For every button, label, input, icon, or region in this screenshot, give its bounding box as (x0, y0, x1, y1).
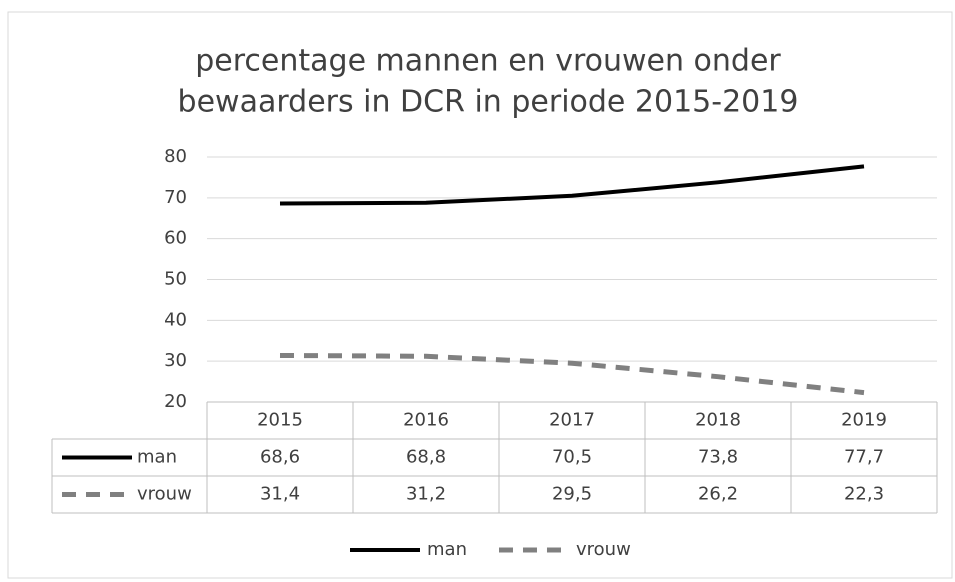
table-cell: 68,6 (260, 447, 300, 468)
table-cell: 70,5 (552, 447, 592, 468)
table-cell: 77,7 (844, 447, 884, 468)
table-cell: 68,8 (406, 447, 446, 468)
y-tick-label: 70 (164, 187, 187, 208)
x-tick-label: 2017 (549, 410, 595, 431)
chart-border (7, 11, 953, 579)
x-tick-label: 2016 (403, 410, 449, 431)
legend-label: man (427, 539, 467, 560)
table-cell: 73,8 (698, 447, 738, 468)
x-tick-label: 2015 (257, 410, 303, 431)
y-tick-label: 30 (164, 350, 187, 371)
table-cell: 31,4 (260, 484, 300, 505)
chart-title: bewaarders in DCR in periode 2015-2019 (178, 85, 799, 120)
table-cell: 31,2 (406, 484, 446, 505)
y-tick-label: 50 (164, 269, 187, 290)
y-tick-label: 40 (164, 309, 187, 330)
table-series-name: vrouw (137, 484, 192, 505)
series-line (279, 164, 865, 206)
table-cell: 26,2 (698, 484, 738, 505)
table-series-name: man (137, 447, 177, 468)
chart-title: percentage mannen en vrouwen onder (195, 44, 781, 79)
table-cell: 22,3 (844, 484, 884, 505)
x-tick-label: 2018 (695, 410, 741, 431)
table-cell: 29,5 (552, 484, 592, 505)
y-tick-label: 80 (164, 146, 187, 167)
y-tick-label: 20 (164, 391, 187, 412)
x-tick-label: 2019 (841, 410, 887, 431)
y-tick-label: 60 (164, 228, 187, 249)
series-line (279, 352, 865, 396)
legend-label: vrouw (576, 539, 631, 560)
